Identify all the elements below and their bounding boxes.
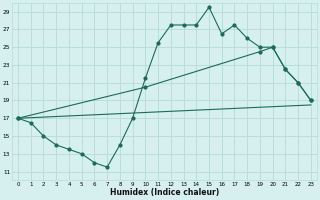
X-axis label: Humidex (Indice chaleur): Humidex (Indice chaleur)	[110, 188, 219, 197]
